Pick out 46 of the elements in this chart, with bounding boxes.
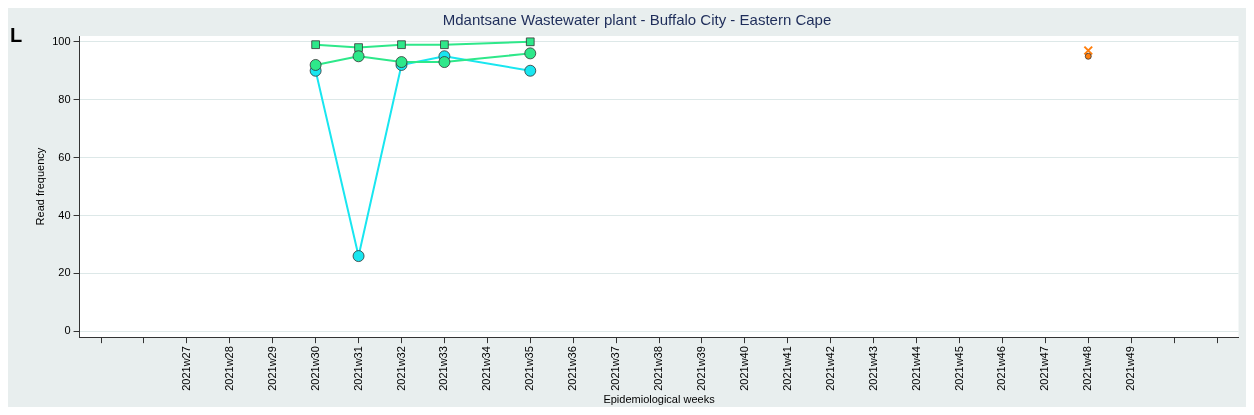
x-tick-label: 2021w37: [609, 346, 622, 391]
y-tick-label: 60: [58, 150, 71, 163]
x-tick-label: 2021w30: [308, 346, 321, 391]
point: [397, 40, 406, 49]
x-tick-label: 2021w32: [394, 346, 407, 391]
point: [1083, 45, 1094, 56]
point: [309, 59, 322, 71]
y-tick-label: 100: [52, 34, 71, 47]
point: [354, 43, 363, 52]
x-tick-label: 2021w34: [480, 346, 493, 391]
x-tick-label: 2021w38: [652, 346, 665, 391]
x-tick-label: 2021w33: [437, 346, 450, 391]
x-tick-label: 2021w28: [222, 346, 235, 391]
chart-title: Mdantsane Wastewater plant - Buffalo City - Eastern Cape: [442, 11, 832, 29]
point: [438, 56, 451, 68]
x-tick-label: 2021w44: [909, 346, 922, 391]
x-tick-label: 2021w42: [823, 346, 836, 391]
y-tick-label: 40: [58, 208, 71, 221]
x-tick-label: 2021w46: [995, 346, 1008, 391]
x-tick-label: 2021w35: [523, 346, 536, 391]
point: [1084, 52, 1092, 60]
point: [524, 64, 537, 77]
x-tick-label: 2021w39: [694, 346, 707, 391]
y-tick-label: 80: [58, 92, 71, 105]
y-tick-label: 0: [64, 324, 71, 337]
x-tick-label: 2021w27: [179, 346, 192, 391]
x-tick-label: 2021w43: [866, 346, 879, 391]
point: [525, 37, 535, 47]
x-tick-label: 2021w48: [1081, 346, 1094, 391]
point: [352, 250, 365, 262]
text: L: [10, 23, 23, 46]
x-axis-title: Epidemiological weeks: [603, 393, 716, 406]
x-tick-label: 2021w36: [566, 346, 579, 391]
y-tick-label: 20: [58, 266, 71, 279]
point: [524, 47, 537, 60]
point: [352, 50, 365, 63]
x-tick-label: 2021w40: [737, 346, 750, 391]
x-tick-label: 2021w29: [265, 346, 278, 391]
x-tick-label: 2021w31: [351, 346, 364, 391]
x-tick-label: 2021w45: [952, 346, 965, 391]
point: [440, 40, 449, 49]
x-tick-label: 2021w47: [1038, 346, 1051, 391]
x-tick-label: 2021w41: [780, 346, 793, 391]
y-axis-title: Read frequency: [33, 147, 46, 226]
x-tick-label: 2021w49: [1124, 346, 1137, 391]
point: [311, 40, 320, 49]
